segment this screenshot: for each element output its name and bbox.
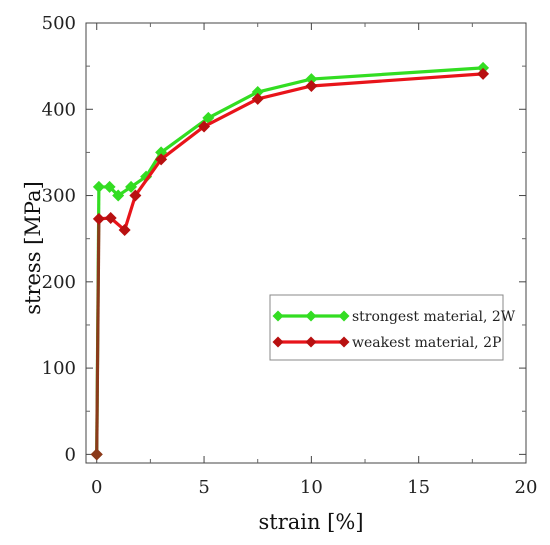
legend-box — [269, 294, 504, 361]
series-weakest-point — [104, 211, 117, 224]
x-axis-title: strain [%] — [258, 510, 363, 534]
y-tick-label: 200 — [42, 272, 76, 293]
series-weakest-point — [305, 79, 318, 92]
legend-strongest-marker — [272, 310, 284, 322]
series-strongest-point — [112, 189, 125, 202]
legend: strongest material, 2W weakest material, … — [269, 294, 516, 361]
legend-weakest-marker — [305, 336, 317, 348]
series-layer — [90, 61, 490, 461]
y-axis-title: stress [MPa] — [21, 181, 45, 315]
series-weakest-point — [155, 153, 168, 166]
legend-strongest-marker — [305, 310, 317, 322]
x-tick-label: 5 — [198, 477, 209, 498]
series-strongest-point — [103, 180, 116, 193]
legend-weakest-marker — [338, 336, 350, 348]
y-tick-label: 0 — [65, 444, 76, 465]
series-strongest-point — [92, 180, 105, 193]
series-strongest-point — [477, 61, 490, 74]
series-strongest-point — [202, 111, 215, 124]
series-weakest-initial-segment — [95, 218, 101, 455]
y-tick-label: 300 — [42, 186, 76, 207]
x-tick-label: 20 — [515, 477, 538, 498]
axis-ticks — [86, 22, 527, 463]
legend-weakest-marker — [272, 336, 284, 348]
legend-strongest-label: strongest material, 2W — [352, 309, 516, 325]
y-tick-label: 100 — [42, 358, 76, 379]
series-strongest-point — [251, 86, 264, 99]
series-weakest-point — [251, 92, 264, 105]
series-weakest-point — [92, 212, 105, 225]
legend-strongest-marker — [338, 310, 350, 322]
y-tick-label: 500 — [42, 13, 76, 34]
series-weakest-point — [129, 189, 142, 202]
x-tick-label: 10 — [300, 477, 323, 498]
x-tick-label: 15 — [407, 477, 430, 498]
series-strongest-line — [98, 66, 484, 198]
series-weakest-point — [477, 67, 490, 80]
series-weakest-point — [198, 120, 211, 133]
legend-entries: strongest material, 2W weakest material, … — [272, 309, 516, 351]
x-tick-label: 0 — [91, 477, 102, 498]
y-tick-label: 400 — [42, 99, 76, 120]
series-strongest-point — [305, 73, 318, 86]
series-strongest-point — [125, 180, 138, 193]
series-weakest-point — [118, 224, 131, 237]
series-strongest — [90, 61, 490, 461]
series-weakest — [90, 67, 490, 461]
legend-weakest-label: weakest material, 2P — [352, 335, 501, 351]
series-weakest-point — [90, 448, 103, 461]
plot-frame — [85, 22, 527, 464]
